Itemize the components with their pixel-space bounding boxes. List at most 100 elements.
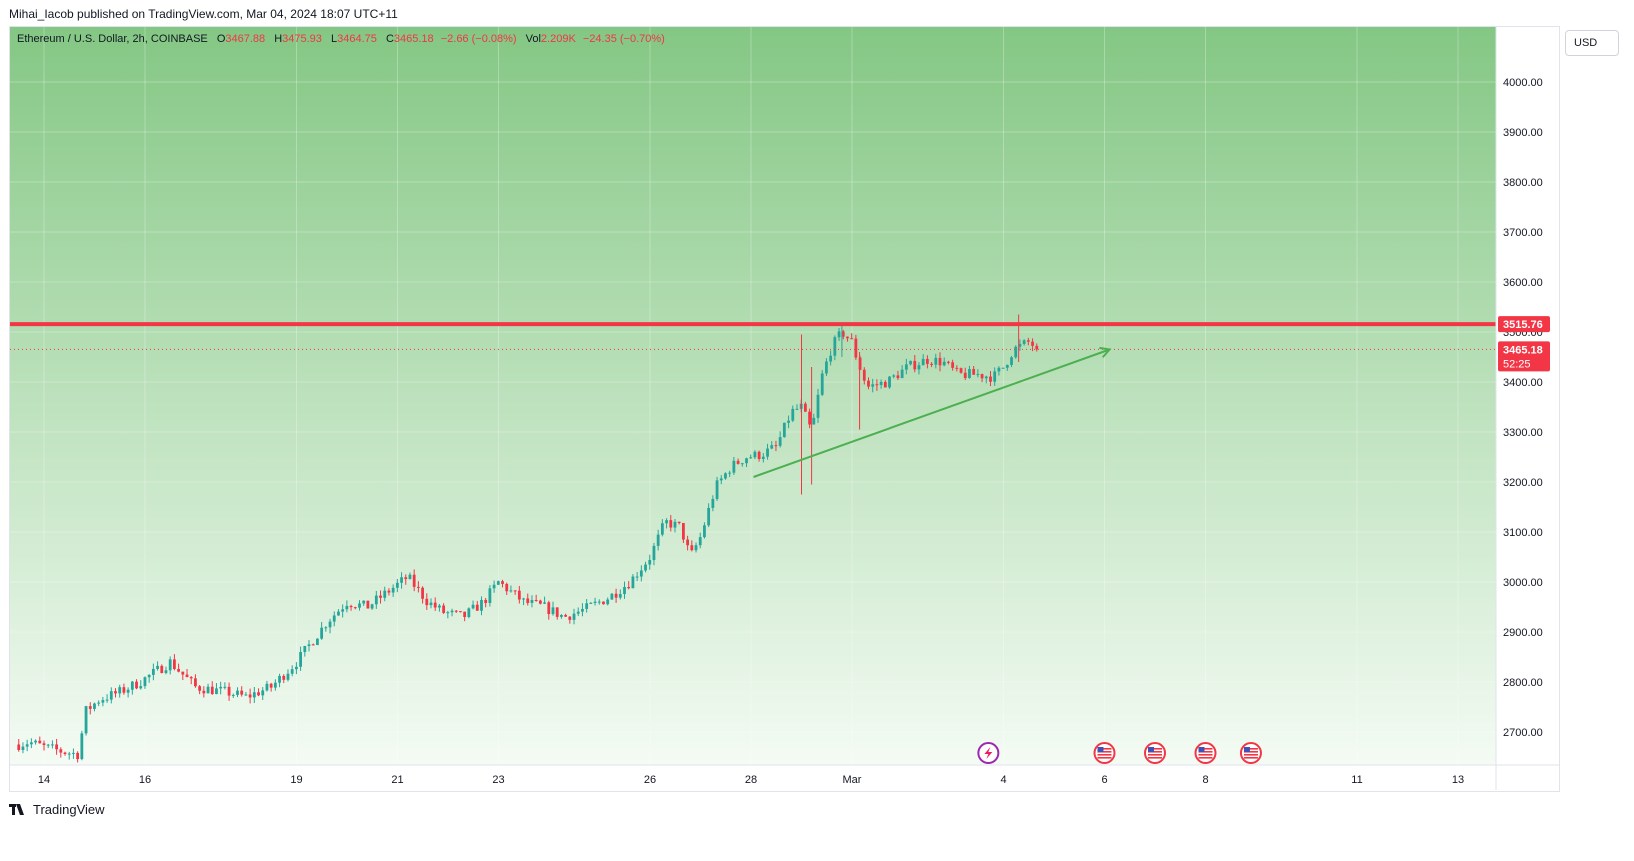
candle-body: [522, 598, 525, 600]
candle: [172, 654, 176, 671]
candle-body: [400, 577, 403, 583]
flag-stripe: [1243, 748, 1258, 750]
candle: [530, 595, 534, 608]
candle: [677, 521, 681, 525]
candle: [194, 674, 197, 688]
candle-body: [791, 408, 795, 421]
candle: [168, 656, 172, 675]
candle-body: [122, 687, 126, 693]
candle-body: [820, 373, 824, 395]
flag-canton: [1198, 747, 1205, 752]
candle: [185, 669, 189, 678]
us-flag-icon[interactable]: [1194, 742, 1217, 764]
candle: [109, 687, 113, 704]
candle: [669, 515, 673, 532]
candle: [358, 600, 361, 611]
candle: [795, 404, 799, 410]
flag-stripe: [1097, 754, 1112, 756]
candle-body: [160, 665, 164, 673]
flag-stripe: [1148, 754, 1162, 756]
candle: [147, 674, 151, 683]
candle: [51, 740, 54, 749]
candle: [614, 588, 618, 603]
currency-button[interactable]: USD: [1565, 30, 1619, 56]
candle: [803, 401, 807, 412]
candle: [593, 597, 597, 606]
x-tick-label: 6: [1101, 774, 1107, 786]
candle: [749, 454, 753, 459]
candle: [984, 375, 988, 384]
candle: [488, 585, 492, 607]
candle: [972, 365, 976, 375]
candle: [560, 614, 563, 619]
x-axis[interactable]: 14 16 19 21 23 26 28 Mar 4 6 8 11 13: [10, 764, 1559, 786]
candle-body: [1031, 341, 1034, 346]
candle-body: [517, 590, 521, 600]
candle-body: [294, 666, 298, 670]
candle-body: [635, 576, 639, 578]
candle-body: [547, 602, 551, 615]
candle: [837, 327, 841, 341]
candle: [648, 554, 652, 570]
candle: [88, 702, 92, 715]
candle-body: [303, 645, 307, 653]
candle-body: [639, 570, 643, 577]
candle: [177, 663, 181, 673]
candle: [282, 674, 286, 684]
candle-body: [728, 472, 732, 474]
candle: [934, 353, 938, 369]
candle-body: [67, 753, 71, 755]
candle: [581, 603, 584, 617]
candle-body: [1001, 367, 1005, 369]
candle: [118, 684, 122, 698]
candle-body: [463, 611, 467, 618]
candle: [997, 366, 1001, 376]
candle: [257, 688, 260, 697]
candle: [770, 441, 774, 450]
candle-body: [135, 681, 138, 689]
y-tick-label: 3700.00: [1503, 227, 1543, 239]
candle: [766, 443, 769, 460]
candle-body: [130, 681, 134, 690]
candle: [29, 738, 33, 749]
flag-stripe: [1097, 748, 1112, 750]
candle: [236, 687, 239, 698]
candle-body: [513, 590, 517, 592]
us-flag-icon[interactable]: [1144, 742, 1166, 764]
candle-body: [656, 534, 660, 546]
candle: [475, 600, 479, 611]
candle: [757, 450, 761, 462]
candle-body: [290, 669, 294, 674]
candle-body: [25, 744, 29, 747]
candle: [345, 600, 349, 613]
candle: [917, 362, 921, 375]
candle-body: [875, 384, 879, 386]
candle-body: [345, 605, 349, 610]
candle: [316, 638, 319, 646]
candle: [1022, 339, 1026, 346]
candle-body: [227, 686, 231, 696]
candle-body: [694, 545, 698, 551]
candle: [416, 581, 420, 593]
symbol-legend: Ethereum / U.S. Dollar, 2h, COINBASE O34…: [17, 33, 665, 45]
candle-body: [215, 688, 218, 695]
candle-body: [353, 607, 357, 609]
candle-body: [51, 744, 54, 746]
candle-body: [236, 690, 239, 695]
candle-body: [812, 417, 816, 425]
candle: [791, 405, 795, 423]
candle: [332, 611, 336, 627]
lightning-icon[interactable]: [977, 742, 1000, 764]
candle: [652, 542, 656, 566]
us-flag-icon[interactable]: [1093, 742, 1116, 764]
candle-body: [185, 674, 189, 678]
candle: [59, 747, 63, 758]
us-flag-icon[interactable]: [1239, 742, 1262, 764]
y-axis[interactable]: 2700.00 2800.00 2900.00 3000.00 3100.00 3200.…: [1495, 27, 1550, 790]
tradingview-brand[interactable]: TradingView: [9, 802, 105, 817]
candle: [690, 540, 694, 552]
close-value: 3465.18: [393, 33, 434, 45]
candle: [286, 669, 290, 682]
candle: [244, 691, 248, 696]
